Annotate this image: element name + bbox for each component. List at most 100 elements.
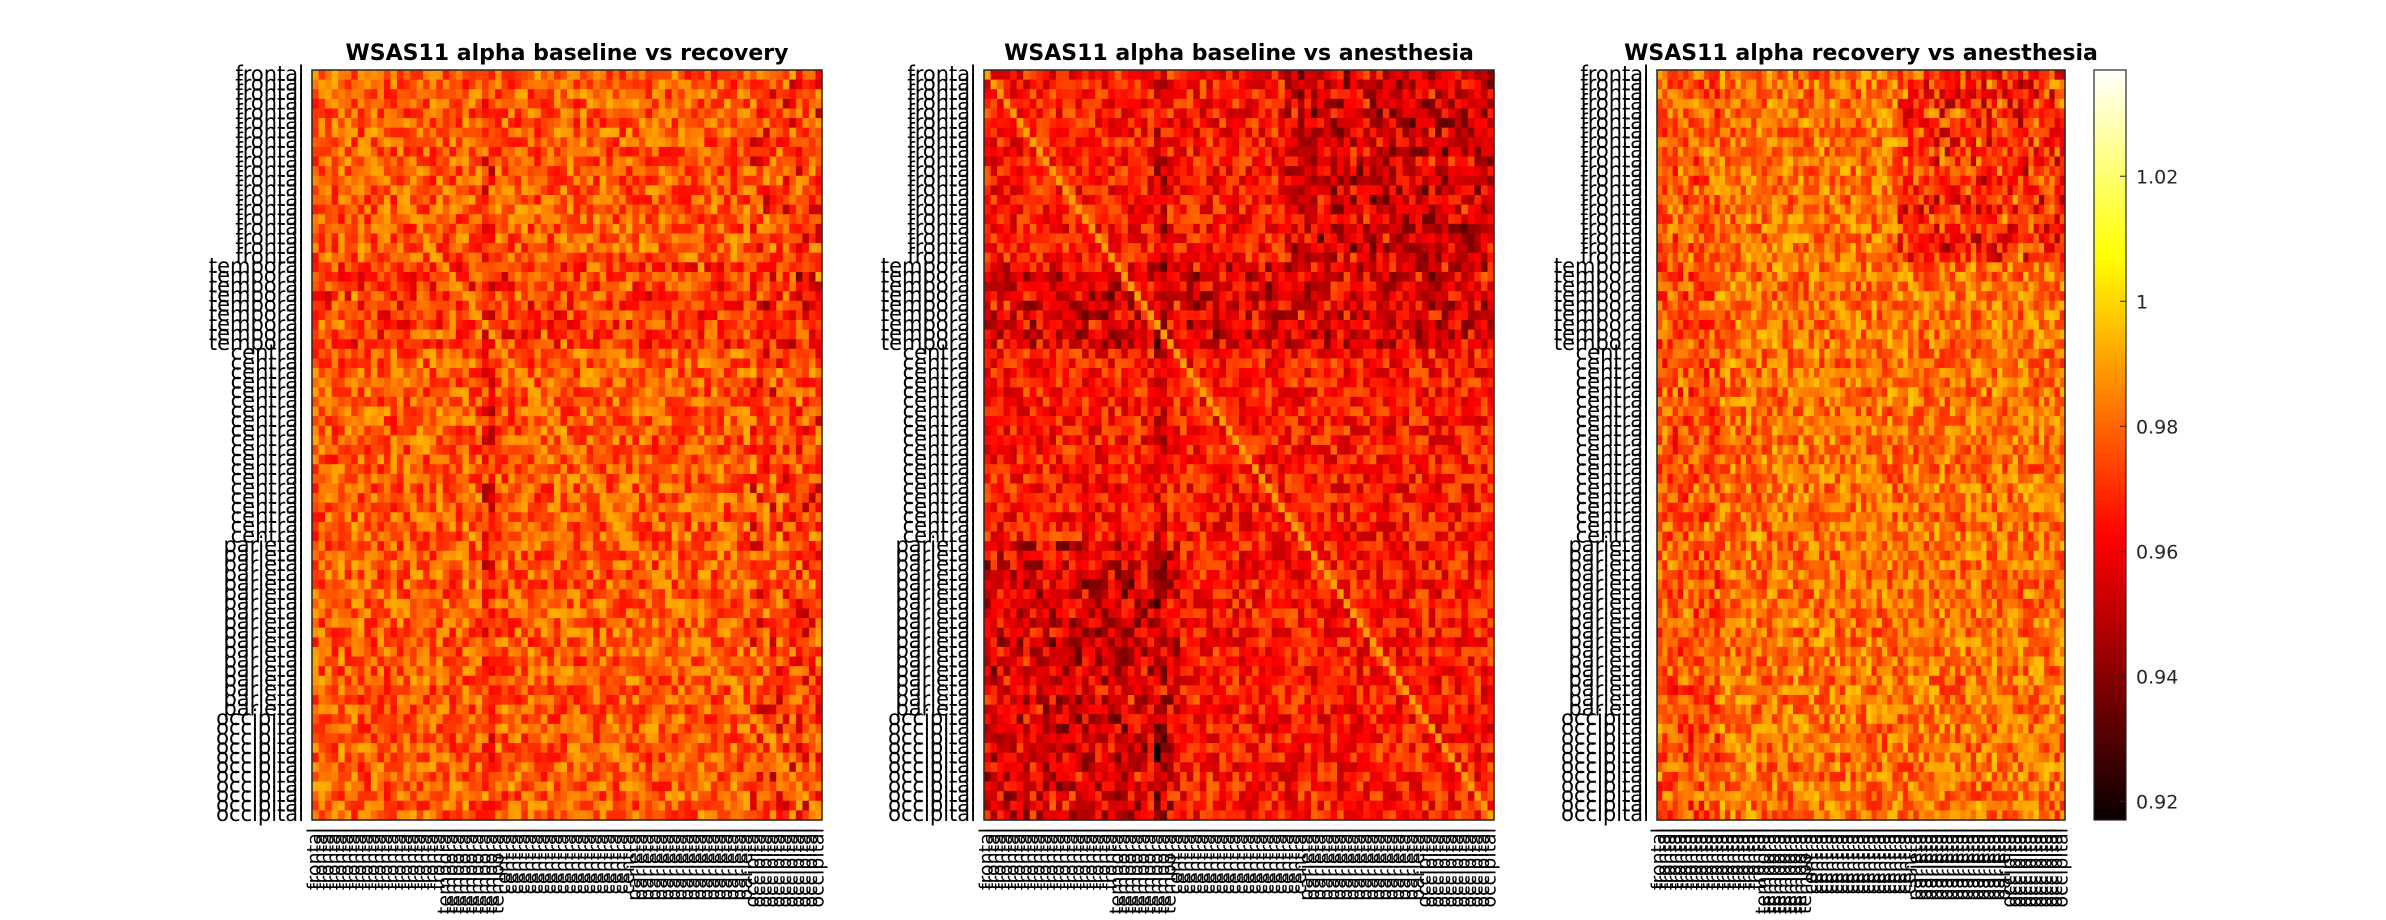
heatmap-cell [541, 89, 548, 99]
heatmap-cell [685, 368, 692, 378]
heatmap-cell [404, 320, 411, 330]
heatmap-cell [338, 330, 345, 340]
heatmap-cell [312, 657, 319, 667]
heatmap-cell [802, 435, 809, 445]
heatmap-cell [377, 108, 384, 118]
heatmap-cell [717, 147, 724, 157]
heatmap-cell [410, 407, 417, 417]
heatmap-cell [423, 503, 430, 513]
heatmap-cell [469, 330, 476, 340]
heatmap-cell [698, 426, 705, 436]
heatmap-cell [521, 455, 528, 465]
heatmap-cell [691, 272, 698, 282]
heatmap-cell [802, 233, 809, 243]
heatmap-cell [809, 89, 816, 99]
heatmap-cell [397, 618, 404, 628]
heatmap-cell [325, 205, 332, 215]
heatmap-cell [462, 407, 469, 417]
heatmap-cell [724, 291, 731, 301]
heatmap-cell [456, 262, 463, 272]
heatmap-cell [802, 599, 809, 609]
heatmap-cell [469, 628, 476, 638]
heatmap-cell [371, 560, 378, 570]
heatmap-cell [312, 455, 319, 465]
heatmap-cell [345, 195, 352, 205]
heatmap-cell [744, 108, 751, 118]
heatmap-cell [600, 580, 607, 590]
heatmap-cell [567, 580, 574, 590]
heatmap-cell [469, 532, 476, 542]
heatmap-cell [593, 435, 600, 445]
heatmap-cell [332, 522, 339, 532]
heatmap-cell [652, 676, 659, 686]
heatmap-cell [698, 176, 705, 186]
heatmap-cell [358, 435, 365, 445]
heatmap-cell [521, 493, 528, 503]
heatmap-cell [534, 166, 541, 176]
heatmap-cell [685, 320, 692, 330]
heatmap-cell [332, 368, 339, 378]
heatmap-cell [390, 243, 397, 253]
heatmap-cell [587, 445, 594, 455]
heatmap-cell [325, 99, 332, 109]
heatmap-cell [528, 666, 535, 676]
heatmap-cell [632, 416, 639, 426]
heatmap-cell [358, 455, 365, 465]
heatmap-cell [606, 435, 613, 445]
heatmap-cell [390, 493, 397, 503]
heatmap-cell [783, 493, 790, 503]
heatmap-cell [567, 128, 574, 138]
heatmap-cell [645, 512, 652, 522]
heatmap-cell [600, 397, 607, 407]
heatmap-cell [665, 282, 672, 292]
heatmap-cell [338, 358, 345, 368]
heatmap-cell [515, 570, 522, 580]
heatmap-cell [345, 157, 352, 167]
heatmap-cell [809, 176, 816, 186]
heatmap-cell [541, 262, 548, 272]
heatmap-cell [377, 570, 384, 580]
heatmap-cell [645, 599, 652, 609]
heatmap-cell [678, 282, 685, 292]
heatmap-cell [462, 570, 469, 580]
heatmap-cell [730, 195, 737, 205]
heatmap-cell [619, 70, 626, 80]
heatmap-cell [763, 493, 770, 503]
heatmap-cell [534, 445, 541, 455]
heatmap-cell [345, 310, 352, 320]
heatmap-cell [757, 89, 764, 99]
heatmap-cell [776, 157, 783, 167]
heatmap-cell [763, 80, 770, 90]
heatmap-cell [659, 157, 666, 167]
heatmap-cell [763, 320, 770, 330]
heatmap-cell [462, 358, 469, 368]
heatmap-cell [364, 647, 371, 657]
heatmap-cell [397, 474, 404, 484]
heatmap-cell [770, 378, 777, 388]
heatmap-cell [319, 224, 326, 234]
heatmap-cell [390, 108, 397, 118]
heatmap-cell [534, 416, 541, 426]
heatmap-cell [665, 224, 672, 234]
heatmap-cell [502, 185, 509, 195]
heatmap-cell [809, 358, 816, 368]
heatmap-cell [521, 70, 528, 80]
heatmap-cell [704, 570, 711, 580]
heatmap-cell [665, 493, 672, 503]
heatmap-cell [770, 503, 777, 513]
heatmap-cell [691, 647, 698, 657]
heatmap-cell [377, 618, 384, 628]
heatmap-cell [345, 80, 352, 90]
heatmap-cell [783, 320, 790, 330]
heatmap-cell [528, 474, 535, 484]
heatmap-cell [672, 397, 679, 407]
heatmap-cell [482, 349, 489, 359]
heatmap-cell [469, 243, 476, 253]
heatmap-cell [796, 118, 803, 128]
heatmap-cell [547, 387, 554, 397]
heatmap-cell [711, 224, 718, 234]
heatmap-cell [737, 147, 744, 157]
heatmap-cell [567, 243, 574, 253]
heatmap-cell [776, 464, 783, 474]
heatmap-cell [436, 118, 443, 128]
